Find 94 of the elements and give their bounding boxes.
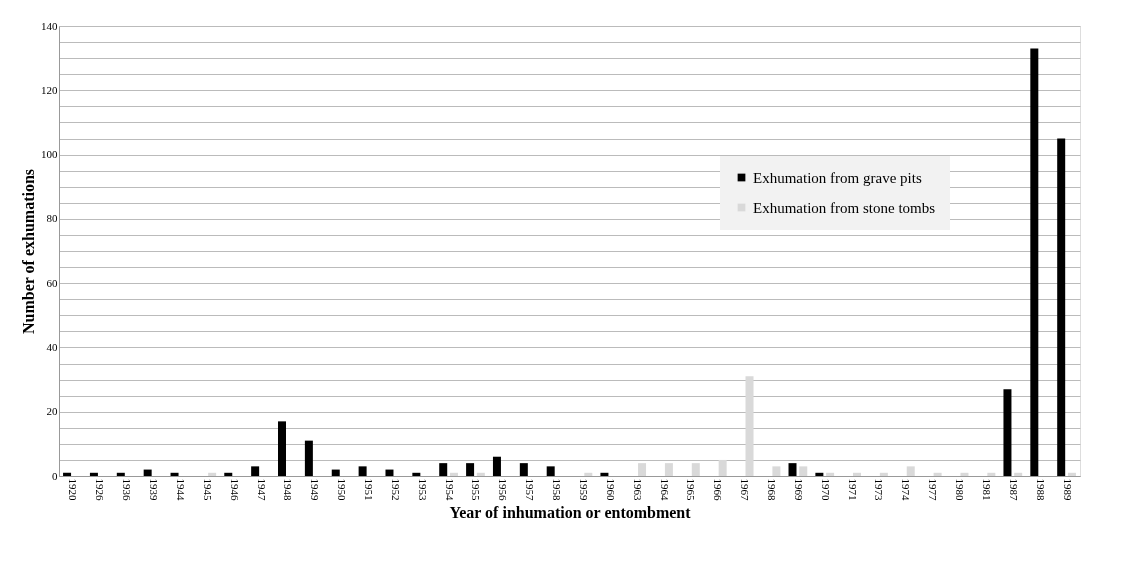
x-tick-label: 1969	[792, 478, 805, 501]
bar	[449, 472, 458, 476]
bar	[1067, 472, 1076, 476]
x-tick-label: 1987	[1007, 478, 1020, 501]
bar	[1003, 389, 1012, 476]
bar	[1014, 472, 1023, 476]
x-tick-label: 1959	[577, 478, 590, 501]
y-tick-label: 100	[41, 148, 58, 161]
bar	[906, 466, 915, 476]
bar	[1030, 48, 1039, 476]
y-tick-label: 80	[46, 212, 58, 225]
bar	[89, 472, 98, 476]
x-tick-label: 1968	[766, 478, 779, 501]
bar	[788, 463, 797, 476]
bar	[799, 466, 808, 476]
bar	[987, 472, 996, 476]
y-axis-title: Number of exhumations	[20, 168, 37, 335]
x-tick-label: 1920	[67, 478, 80, 501]
x-tick-label: 1963	[631, 478, 644, 501]
x-tick-label: 1966	[712, 478, 725, 501]
bar	[815, 472, 824, 476]
bar	[519, 463, 528, 476]
legend-label: Exhumation from stone tombs	[753, 199, 936, 216]
x-tick-label: 1954	[443, 478, 456, 501]
x-tick-label: 1955	[470, 478, 483, 501]
x-tick-label: 1946	[228, 478, 241, 501]
bar	[208, 472, 217, 476]
x-tick-label: 1957	[524, 478, 537, 501]
x-tick-label: 1958	[551, 478, 564, 501]
bar	[664, 463, 673, 476]
bar	[439, 463, 448, 476]
x-tick-label: 1936	[121, 478, 134, 501]
x-tick-label: 1970	[819, 478, 832, 501]
x-tick-label: 1944	[174, 478, 187, 501]
x-tick-label: 1977	[927, 478, 940, 501]
y-tick-label: 120	[41, 83, 58, 96]
x-tick-label: 1952	[389, 478, 402, 501]
legend-label: Exhumation from grave pits	[753, 169, 922, 186]
bar	[143, 469, 152, 476]
bar	[278, 421, 287, 476]
bar	[492, 456, 501, 476]
y-tick-label: 20	[46, 405, 58, 418]
x-tick-label: 1974	[900, 478, 913, 501]
x-tick-label: 1950	[336, 478, 349, 501]
bar	[224, 472, 233, 476]
bar	[546, 466, 555, 476]
bar	[960, 472, 969, 476]
bar	[600, 472, 609, 476]
y-tick-label: 0	[52, 469, 58, 482]
x-tick-label: 1948	[282, 478, 295, 501]
x-tick-label: 1939	[148, 478, 161, 501]
bar	[412, 472, 421, 476]
bar	[331, 469, 340, 476]
bar	[1057, 138, 1066, 476]
bar	[852, 472, 861, 476]
bar	[170, 472, 179, 476]
bar	[466, 463, 475, 476]
bar	[691, 463, 700, 476]
x-tick-label: 1956	[497, 478, 510, 501]
x-tick-label: 1981	[980, 478, 993, 501]
y-tick-label: 40	[46, 340, 58, 353]
bar	[772, 466, 781, 476]
x-tick-label: 1960	[604, 478, 617, 501]
bar	[476, 472, 485, 476]
y-tick-label: 140	[41, 19, 58, 32]
x-tick-label: 1973	[873, 478, 886, 501]
bar	[358, 466, 367, 476]
x-tick-label: 1971	[846, 478, 859, 501]
x-tick-label: 1951	[362, 478, 375, 501]
bar	[879, 472, 888, 476]
bar	[826, 472, 835, 476]
x-tick-label: 1988	[1034, 478, 1047, 501]
bar	[116, 472, 125, 476]
bar	[251, 466, 260, 476]
x-tick-label: 1953	[416, 478, 429, 501]
x-tick-label: 1965	[685, 478, 698, 501]
x-tick-label: 1989	[1061, 478, 1074, 501]
x-tick-label: 1947	[255, 478, 268, 501]
bar	[718, 459, 727, 476]
x-tick-label: 1949	[309, 478, 322, 501]
bar	[385, 469, 394, 476]
x-tick-label: 1964	[658, 478, 671, 501]
bar	[933, 472, 942, 476]
bar	[304, 440, 313, 476]
bar	[745, 376, 754, 476]
x-tick-label: 1980	[954, 478, 967, 501]
bar	[63, 472, 72, 476]
y-tick-label: 60	[46, 276, 58, 289]
x-tick-label: 1926	[94, 478, 107, 501]
bar	[584, 472, 593, 476]
x-axis-title: Year of inhumation or entombment	[449, 503, 692, 521]
bar	[638, 463, 647, 476]
x-tick-label: 1945	[201, 478, 214, 501]
x-tick-label: 1967	[739, 478, 752, 501]
